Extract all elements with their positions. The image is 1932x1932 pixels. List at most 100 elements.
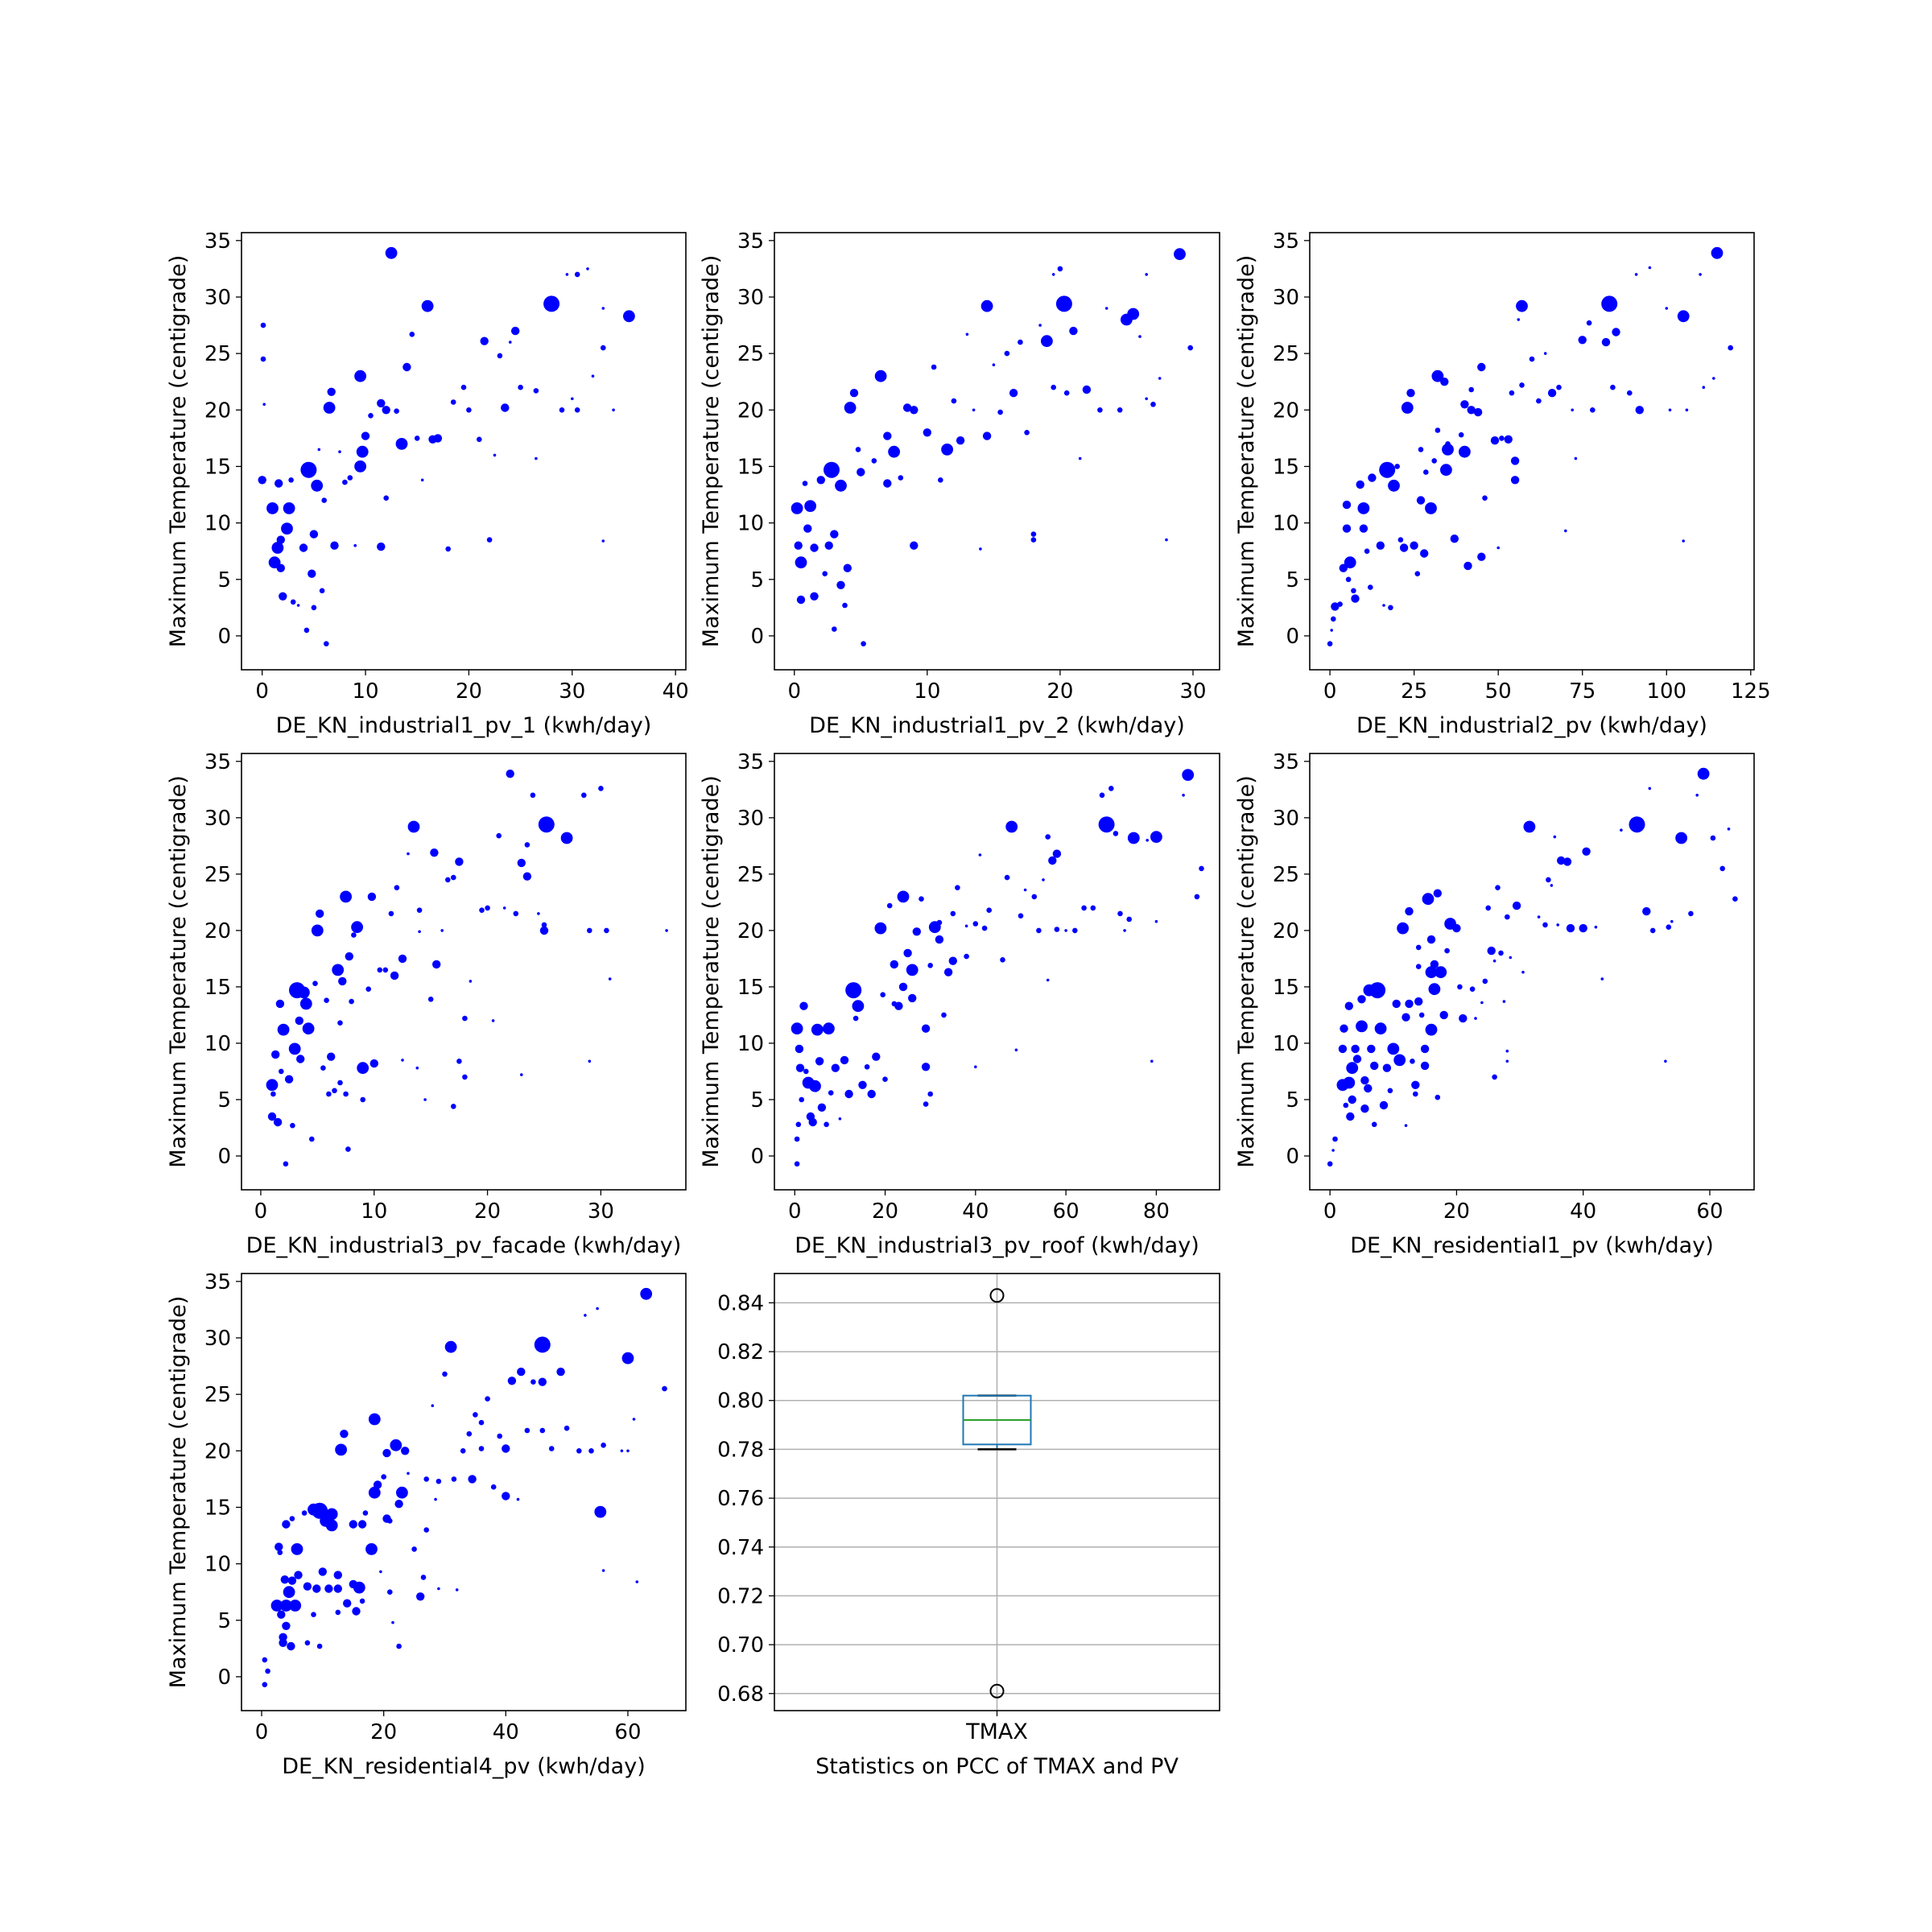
data-point (1523, 820, 1536, 833)
data-point (1498, 950, 1504, 956)
data-point (273, 1117, 283, 1127)
data-point (1344, 1001, 1354, 1010)
data-point (517, 858, 526, 868)
data-point (587, 927, 592, 934)
data-point (337, 1020, 343, 1026)
data-point (258, 476, 266, 485)
data-point (1509, 956, 1513, 960)
y-axis-label: Maximum Temperature (centigrade) (166, 255, 191, 648)
data-point (950, 910, 956, 917)
data-point (290, 599, 296, 605)
x-tick-label: 0 (255, 679, 269, 704)
data-point (296, 604, 300, 607)
data-point (1542, 922, 1548, 928)
data-point (804, 500, 816, 512)
plot-frame (241, 753, 687, 1191)
data-point (1430, 960, 1439, 969)
data-point (385, 246, 398, 259)
x-tick-label: 20 (1046, 679, 1073, 704)
data-point (1330, 629, 1333, 632)
data-point (927, 963, 933, 968)
subplot-6: 0 20 40 60 0 5 10 15 20 25 30 35 DE_KN_residential1_… (1234, 750, 1755, 1258)
data-point (302, 1022, 315, 1035)
plot-frame (241, 1273, 687, 1711)
data-point (1732, 896, 1738, 902)
data-point (501, 403, 510, 412)
data-point (886, 902, 893, 909)
data-point (1519, 382, 1525, 388)
y-tick-label: 35 (1273, 229, 1299, 254)
data-point (621, 1352, 634, 1364)
data-point (287, 1641, 295, 1651)
data-point (1343, 1102, 1349, 1108)
data-point (1440, 378, 1449, 386)
data-point (298, 986, 310, 999)
subplot-2: 0 10 20 30 0 5 10 15 20 25 30 35 DE_KN_industrial1_p… (699, 229, 1220, 738)
data-point (276, 535, 285, 544)
data-point (311, 924, 324, 937)
data-point (604, 927, 609, 934)
data-point (1509, 390, 1515, 396)
data-point (299, 997, 312, 1010)
x-tick-label: 30 (1179, 679, 1206, 704)
data-point (332, 1088, 337, 1094)
data-point (373, 1480, 382, 1489)
data-point (335, 1443, 347, 1456)
data-point (1150, 831, 1162, 843)
data-point (795, 1121, 802, 1128)
data-point (1426, 935, 1436, 944)
data-point (601, 1443, 606, 1448)
y-tick-label: 15 (1273, 976, 1299, 1000)
x-tick-label: 20 (370, 1720, 397, 1744)
data-point (1512, 901, 1521, 910)
data-point (1351, 588, 1356, 594)
data-point (260, 356, 266, 362)
data-point (445, 877, 451, 883)
data-point (279, 1068, 284, 1075)
data-point (416, 907, 423, 913)
data-point (1477, 362, 1486, 372)
y-tick-label: 25 (204, 342, 231, 366)
data-point (1030, 537, 1037, 543)
data-point (478, 1446, 485, 1451)
data-point (1038, 324, 1042, 327)
data-point (1635, 406, 1645, 415)
data-point (415, 1066, 419, 1070)
data-point (997, 409, 1003, 415)
data-point (1556, 923, 1559, 927)
data-point (394, 408, 399, 414)
x-tick-label: 125 (1731, 679, 1771, 704)
data-point (810, 592, 819, 601)
x-tick-label: 10 (361, 1199, 387, 1224)
y-tick-label: 15 (204, 1496, 231, 1520)
x-axis-label: DE_KN_industrial3_pv_facade (kwh/day) (246, 1233, 682, 1258)
data-point (1371, 1121, 1377, 1128)
data-point (1414, 571, 1421, 576)
y-tick-label: 10 (204, 512, 231, 536)
data-point (357, 1520, 367, 1529)
data-point (598, 786, 604, 791)
y-tick-label: 10 (204, 1032, 231, 1056)
data-point (535, 456, 538, 460)
data-point (1368, 473, 1377, 482)
data-point (1397, 537, 1404, 543)
data-point (1571, 408, 1574, 412)
data-point (1420, 549, 1429, 558)
data-point (986, 907, 992, 913)
data-point (574, 407, 580, 413)
x-axis-label: DE_KN_industrial1_pv_2 (kwh/day) (809, 713, 1185, 738)
data-point (796, 595, 806, 605)
data-point (497, 1433, 502, 1439)
data-point (1629, 816, 1645, 833)
data-point (817, 1103, 827, 1113)
data-point (588, 1059, 592, 1063)
data-point (601, 1569, 605, 1572)
data-point (844, 402, 857, 414)
data-point (455, 1588, 459, 1591)
data-point (1127, 832, 1140, 844)
data-point (379, 1570, 382, 1574)
data-point (462, 1015, 468, 1022)
y-tick-label: 0.72 (717, 1584, 764, 1608)
data-point (596, 1307, 599, 1311)
data-point (1405, 906, 1414, 916)
